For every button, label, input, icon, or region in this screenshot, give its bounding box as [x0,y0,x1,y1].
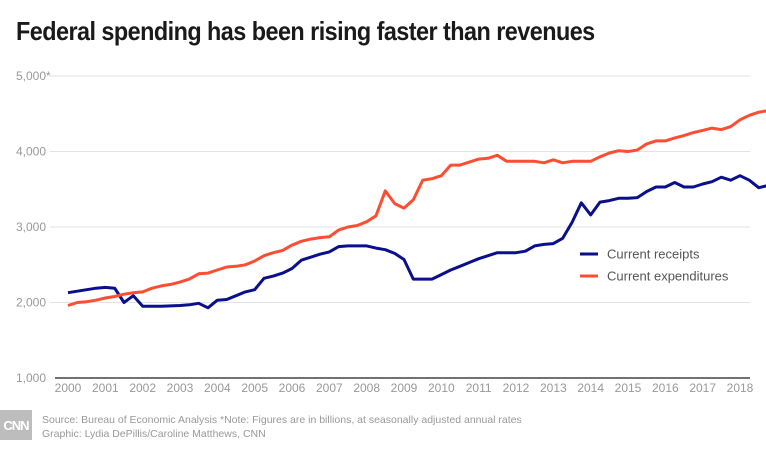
x-tick-label: 2003 [167,381,194,395]
x-tick-label: 2013 [540,381,567,395]
chart-title: Federal spending has been rising faster … [16,16,595,46]
x-tick-label: 2007 [316,381,343,395]
x-tick-label: 2004 [204,381,231,395]
y-tick-label: 4,000 [16,145,46,159]
y-tick-label: 5,000* [16,69,51,83]
x-tick-label: 2017 [689,381,716,395]
x-tick-label: 2012 [503,381,530,395]
x-tick-label: 2006 [279,381,306,395]
y-tick-label: 1,000 [16,371,46,385]
x-tick-label: 2001 [92,381,119,395]
x-tick-label: 2010 [428,381,455,395]
y-tick-label: 3,000 [16,220,46,234]
line-chart: 1,000 2,000 3,000 4,000 5,000* 2000 2001 2002 20… [16,69,766,395]
x-tick-label: 2009 [391,381,418,395]
x-tick-label: 2008 [353,381,380,395]
x-tick-label: 2002 [129,381,156,395]
cnn-logo: CNN [0,410,32,440]
graphic-credit: Graphic: Lydia DePillis/Caroline Matthew… [42,428,266,440]
y-tick-label: 2,000 [16,296,46,310]
series-line-receipts [67,174,766,310]
source-note: Source: Bureau of Economic Analysis *Not… [42,414,522,426]
x-tick-label: 2011 [466,381,492,395]
legend-label: Current expenditures [607,269,729,284]
x-tick-label: 2014 [577,381,604,395]
x-tick-label: 2018 [727,381,754,395]
legend-label: Current receipts [607,247,700,262]
x-tick-label: 2015 [615,381,642,395]
series-line-expenditures [67,109,766,307]
x-tick-label: 2016 [652,381,679,395]
x-tick-label: 2000 [55,381,82,395]
x-tick-label: 2005 [241,381,268,395]
